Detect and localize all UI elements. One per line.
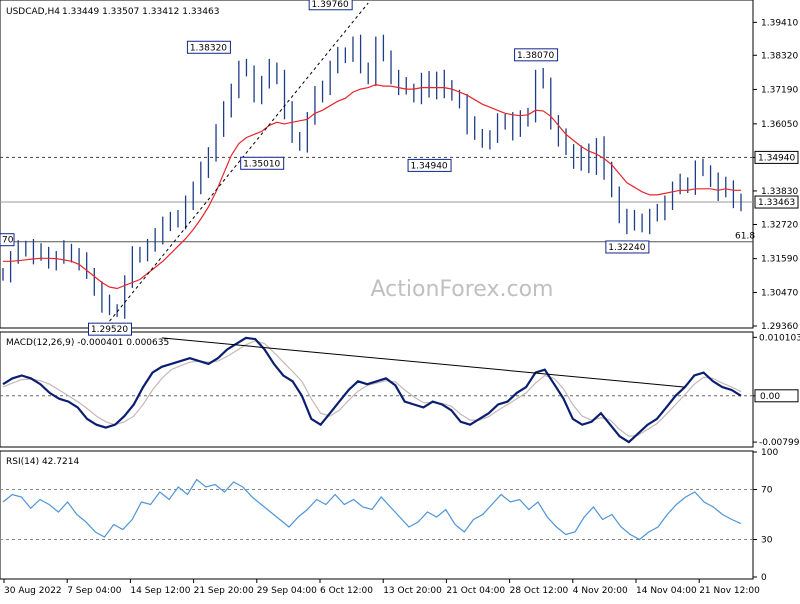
level-price-tag-text: 1.34940: [758, 153, 795, 163]
moving-average-line: [3, 83, 741, 290]
x-axis-label: 4 Nov 20:00: [573, 586, 628, 596]
swing-label: 1.29520: [91, 325, 128, 335]
x-axis-label: 7 Sep 04:00: [67, 586, 122, 596]
swing-label: 1.35010: [243, 159, 280, 169]
macd-trendline: [161, 337, 685, 388]
x-axis-label: 21 Oct 04:00: [446, 586, 505, 596]
current-price-tag-text: 1.33463: [758, 198, 795, 208]
swing-label: 1.32240: [608, 243, 645, 253]
macd-signal-line: [2, 340, 742, 437]
swing-label-box: [88, 322, 133, 336]
x-axis-label: 14 Sep 12:00: [130, 586, 190, 596]
macd-line: [2, 336, 742, 444]
swing-label-box: [605, 240, 650, 254]
price-bars: [2, 34, 742, 319]
level-price-tag: [754, 150, 799, 164]
price-axis-label: 1.32720: [761, 220, 798, 230]
x-axis-label: 29 Sep 04:00: [257, 586, 317, 596]
price-axis-label: 1.39410: [761, 18, 798, 28]
x-axis-label: 28 Oct 12:00: [510, 586, 569, 596]
swing-label: 1.38320: [190, 43, 227, 53]
x-axis-label: 13 Oct 20:00: [383, 586, 442, 596]
x-axis-label: 30 Aug 2022: [4, 586, 62, 596]
rsi-label: RSI(14) 42.7214: [6, 457, 79, 467]
swing-label: 1.38070: [517, 51, 554, 61]
macd-layer: [0, 336, 753, 444]
swing-label-box: [186, 40, 231, 54]
macd-panel-frame: [0, 331, 754, 448]
price-axis-label: 1.31590: [761, 255, 798, 265]
price-axis-label: 1.36050: [761, 120, 798, 130]
axis-layer: 1.39410 1.38320 1.37190 1.36050 1.34940 1.338…: [3, 18, 800, 596]
macd-axis-label: 0.010103: [759, 333, 800, 343]
fib-level-label: 61.8: [735, 232, 755, 242]
price-axis-label: 1.38320: [761, 51, 798, 61]
x-axis-label: 21 Nov 12:00: [699, 586, 760, 596]
rsi-layer: [0, 478, 753, 541]
swing-label-box: [308, 0, 353, 11]
x-axis-label: 6 Oct 12:00: [320, 586, 373, 596]
price-axis-label: 1.33830: [761, 187, 798, 197]
macd-current-tag: [754, 389, 799, 403]
macd-axis-label: -0.007998: [759, 438, 800, 448]
ohlc-label: 1.33449 1.33507 1.33412 1.33463: [62, 7, 219, 17]
symbol-label: USDCAD,H4: [6, 7, 60, 17]
watermark: ActionForex.com: [371, 277, 554, 302]
macd-current-tag-text: 0.00: [760, 392, 780, 402]
price-axis-label: 1.37190: [761, 85, 798, 95]
price-layer: 61.8 70 1.39760 1.38320 1.38070 1.35010 1.3494…: [0, 0, 755, 336]
rsi-axis-label: 0: [761, 573, 767, 583]
price-panel-frame: [0, 0, 754, 329]
x-axis-label: 14 Nov 04:00: [636, 586, 697, 596]
swing-label-box: [407, 158, 452, 172]
fib-left-label: 70: [2, 236, 14, 246]
fib-left-box: [0, 233, 15, 247]
rsi-axis-label: 70: [761, 486, 773, 496]
price-axis-label: 1.29360: [761, 322, 798, 332]
rsi-axis-label: 30: [761, 536, 773, 546]
swing-label-box: [240, 156, 285, 170]
current-price-tag: [754, 195, 799, 209]
rsi-line: [2, 478, 742, 541]
price-trendline: [109, 2, 369, 322]
macd-label: MACD(12,26,9) -0.000401 0.000635: [6, 338, 169, 348]
price-axis-label: 1.30470: [761, 288, 798, 298]
swing-label: 1.39760: [312, 0, 349, 10]
rsi-panel-frame: [0, 450, 754, 580]
x-axis-label: 21 Sep 20:00: [194, 586, 254, 596]
swing-label: 1.34940: [410, 161, 447, 171]
rsi-axis-label: 100: [761, 448, 778, 458]
swing-label-box: [514, 48, 559, 62]
